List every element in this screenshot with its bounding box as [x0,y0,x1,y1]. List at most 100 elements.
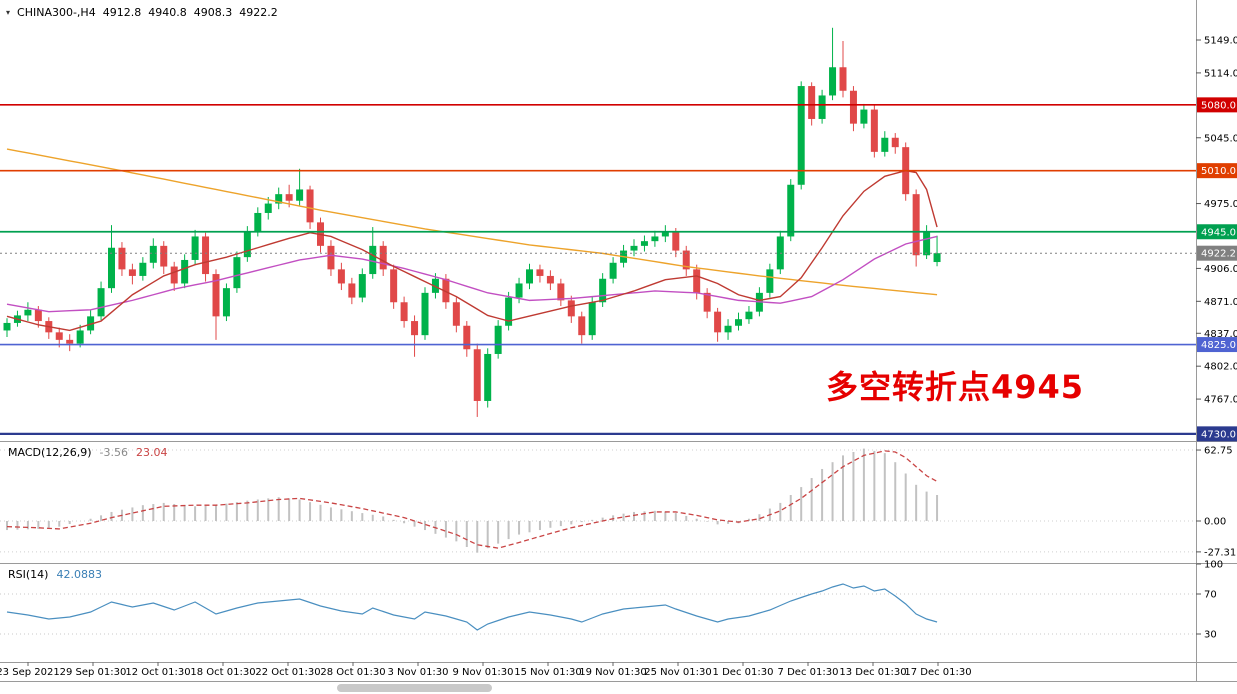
macd-value-main: -3.56 [99,446,129,459]
candle-body [275,194,283,204]
price-badge [1197,163,1237,179]
candle-body [55,332,63,340]
candle-body [327,245,335,270]
ohlc-close: 4922.2 [239,6,278,19]
candle-body [891,137,899,148]
candle-body [34,309,42,322]
annotation-text: 多空转折点4945 [826,368,1085,406]
candle-body [630,245,638,251]
candle-body [285,194,293,201]
price-badge-label: 4945.0 [1201,227,1236,238]
price-axis-label: 4767.0 [1204,395,1237,406]
rsi-indicator-label: RSI(14) 42.0883 [8,568,102,581]
time-axis-label: 19 Nov 01:30 [579,667,646,678]
candle-body [766,269,774,293]
candle-body [912,194,920,256]
rsi-value: 42.0883 [56,568,102,581]
candle-body [870,109,878,152]
candle-body [724,325,732,333]
time-axis-label: 9 Nov 01:30 [452,667,513,678]
rsi-axis-label: 30 [1204,630,1217,641]
candle-body [515,283,523,298]
candle-body [390,269,398,303]
candle-body [567,300,575,317]
candle-body [693,269,701,293]
candle-body [24,309,32,316]
h-scrollbar-thumb[interactable] [337,684,492,692]
price-axis-label: 4802.0 [1204,362,1237,373]
candle-body [546,275,554,284]
price-badge-label: 5080.0 [1201,100,1236,111]
ma-fast-red [6,169,938,332]
price-axis-label: 5045.0 [1204,133,1237,144]
candle-body [536,269,544,276]
candle-body [66,339,74,344]
macd-signal-line [6,450,938,549]
collapse-arrow-icon[interactable]: ▾ [6,7,11,17]
time-axis-label: 28 Oct 01:30 [320,667,385,678]
ma-slow-orange [6,148,938,296]
price-scale[interactable] [1197,0,1237,681]
time-axis-label: 17 Dec 01:30 [904,667,971,678]
candle-body [379,245,387,270]
rsi-axis-label: 100 [1204,560,1223,571]
candle-body [97,288,105,317]
price-badge-label: 4825.0 [1201,340,1236,351]
candle-body [787,184,795,237]
candle-body [797,86,805,185]
macd-histogram [6,448,939,553]
candle-body [933,253,941,263]
symbol-info: ▾ CHINA300-,H4 4912.8 4940.8 4908.3 4922… [6,6,278,19]
time-axis-label: 29 Sep 01:30 [60,667,127,678]
candle-body [505,297,513,326]
candle-body [411,321,419,336]
ohlc-open: 4912.8 [102,6,142,19]
candle-body [128,269,136,276]
time-axis-label: 3 Nov 01:30 [387,667,448,678]
price-axis-label: 4975.0 [1204,199,1237,210]
candle-body [369,245,377,275]
candle-body [588,302,596,336]
candle-body [306,189,314,223]
price-axis-label: 5114.0 [1204,68,1237,79]
ma-medium-magenta [6,235,938,313]
candle-body [212,274,220,317]
time-scale[interactable] [0,662,1196,681]
price-badge-label: 4730.0 [1201,429,1236,440]
time-axis-label: 12 Oct 01:30 [125,667,190,678]
candle-body [839,67,847,91]
macd-name: MACD(12,26,9) [8,446,92,459]
candle-body [296,189,304,201]
candle-body [484,353,492,401]
ohlc-low: 4908.3 [193,6,233,19]
macd-indicator-label: MACD(12,26,9) -3.56 23.04 [8,446,168,459]
price-badge-label: 5010.0 [1201,166,1236,177]
macd-value-signal: 23.04 [136,446,168,459]
macd-axis-label: -27.31 [1204,547,1236,558]
time-axis-label: 13 Dec 01:30 [839,667,906,678]
rsi-axis-label: 70 [1204,590,1217,601]
candle-body [243,231,251,258]
candle-body [222,288,230,317]
time-axis-label: 25 Nov 01:30 [644,667,711,678]
candle-body [139,262,147,276]
candle-body [682,250,690,270]
candle-body [860,109,868,124]
candle-body [808,86,816,119]
candle-body [149,245,157,263]
candle-body [452,302,460,326]
candle-body [609,262,617,279]
candle-body [714,311,722,333]
candle-body [599,278,607,303]
candle-body [170,266,178,284]
candle-body [818,95,826,119]
rsi-name: RSI(14) [8,568,49,581]
time-axis-label: 15 Nov 01:30 [514,667,581,678]
price-badge [1197,337,1237,353]
rsi-line [6,583,938,631]
price-axis-label: 4871.0 [1204,297,1237,308]
candle-body [400,302,408,322]
